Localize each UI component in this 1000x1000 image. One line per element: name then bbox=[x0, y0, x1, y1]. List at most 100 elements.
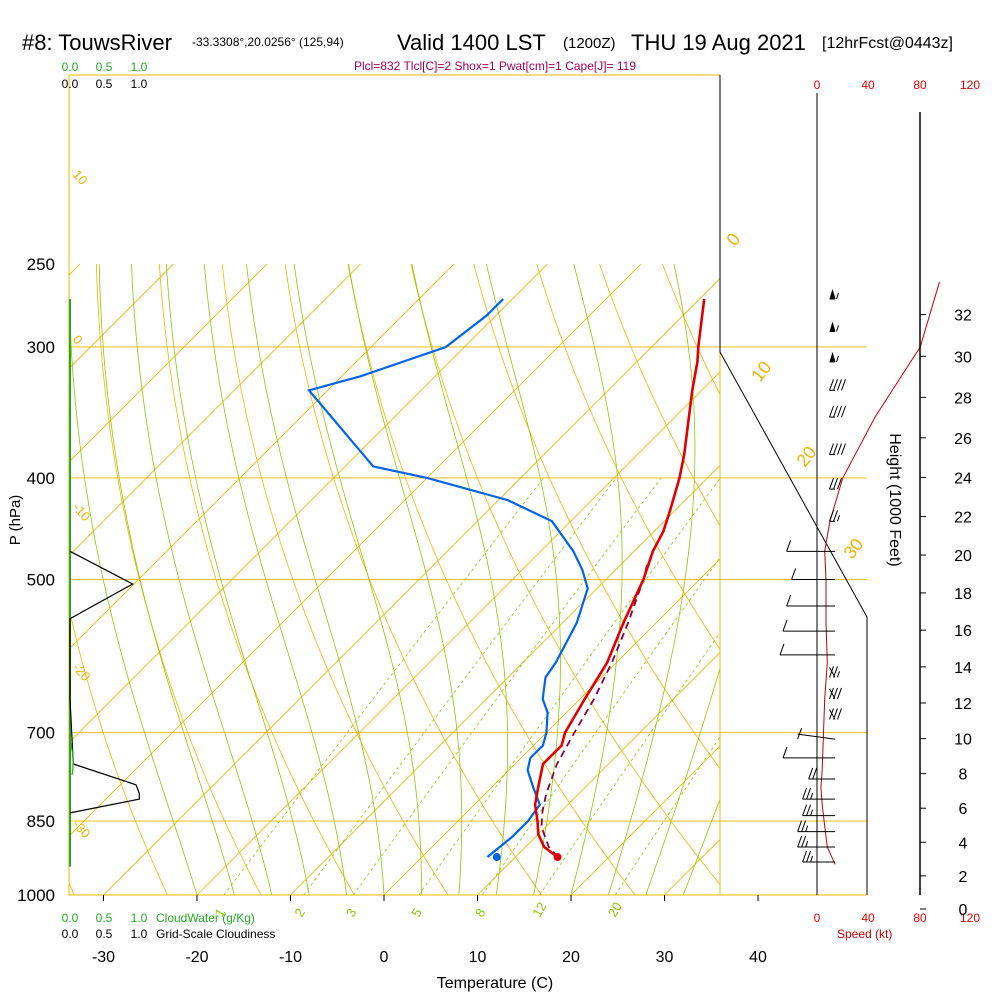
dry-adiabat-line bbox=[221, 263, 449, 895]
dry-adiabat-line bbox=[473, 263, 720, 770]
wind-barb bbox=[829, 379, 846, 391]
x-tick-label: 40 bbox=[749, 949, 767, 966]
pressure-tick-label: 700 bbox=[27, 724, 55, 743]
mixing-ratio-label: 3 bbox=[343, 906, 360, 920]
wind-barb bbox=[829, 666, 840, 678]
isotherm-line bbox=[570, 745, 720, 895]
cloudiness-tick-bottom: 0.5 bbox=[96, 927, 113, 941]
wind-barb bbox=[829, 510, 840, 522]
height-tick-label: 0 bbox=[959, 902, 968, 919]
dry-adiabat-line bbox=[69, 606, 168, 895]
barb-full bbox=[786, 540, 792, 552]
speed-tick-top: 80 bbox=[913, 78, 927, 92]
cloudwater-tick-bottom: 0.0 bbox=[62, 911, 79, 925]
dry-adiabat-line bbox=[96, 263, 262, 895]
barb-full bbox=[801, 835, 807, 848]
x-tick-label: 20 bbox=[562, 949, 580, 966]
surface-dewpoint-dot bbox=[492, 853, 501, 862]
wind-barb bbox=[797, 835, 835, 848]
dry-adiabat-line bbox=[347, 263, 636, 895]
wind-barb bbox=[797, 820, 835, 833]
wind-barb bbox=[786, 594, 835, 607]
barb-full bbox=[801, 820, 807, 832]
dry-adiabat-line bbox=[977, 264, 1000, 895]
mixing-ratio-line bbox=[418, 477, 720, 895]
pressure-tick-label: 1000 bbox=[17, 886, 55, 905]
moist-adiabat-line bbox=[165, 263, 310, 895]
mixing-ratio-line bbox=[539, 632, 720, 895]
height-tick-label: 8 bbox=[959, 767, 968, 784]
barb-pennant bbox=[829, 351, 836, 362]
wind-barb bbox=[829, 708, 842, 720]
barb-full bbox=[791, 568, 797, 580]
wind-barb bbox=[786, 540, 835, 552]
barb-full bbox=[812, 767, 818, 780]
wind-barb bbox=[782, 746, 835, 759]
speed-tick-bottom: 80 bbox=[913, 911, 927, 925]
x-tick-label: -10 bbox=[279, 949, 302, 966]
wind-barb bbox=[802, 850, 835, 863]
barb-full bbox=[841, 379, 846, 391]
dry-adiabat-line bbox=[284, 263, 542, 895]
barb-full bbox=[808, 767, 814, 780]
speed-tick-bottom: 0 bbox=[814, 911, 821, 925]
barb-full bbox=[837, 687, 842, 700]
height-tick-label: 6 bbox=[959, 801, 968, 818]
height-tick-label: 20 bbox=[954, 548, 972, 565]
cloudiness-tick-top: 0.5 bbox=[96, 77, 113, 91]
zulu-time: (1200Z) bbox=[563, 35, 616, 52]
barb-full bbox=[779, 643, 785, 655]
speed-axis-title: Speed (kt) bbox=[837, 927, 892, 941]
barb-full bbox=[841, 443, 846, 455]
cloudwater-blip bbox=[69, 739, 74, 776]
station-title: #8: TouwsRiver bbox=[22, 30, 172, 55]
surface-temperature-dot bbox=[553, 853, 562, 862]
moist-adiabat-line bbox=[98, 263, 235, 895]
barb-staff bbox=[797, 733, 836, 740]
wind-barb bbox=[802, 787, 835, 800]
barb-full bbox=[786, 594, 792, 607]
wind-barb bbox=[829, 405, 846, 418]
height-tick-label: 16 bbox=[954, 623, 972, 640]
barb-full bbox=[829, 477, 834, 490]
mixing-ratio-line bbox=[481, 557, 720, 895]
barb-full bbox=[833, 379, 838, 391]
moist-adiabat-line bbox=[608, 263, 696, 895]
barb-full bbox=[841, 405, 846, 418]
barb-pennant bbox=[829, 321, 836, 332]
barb-full bbox=[829, 687, 834, 700]
barb-full bbox=[837, 477, 842, 490]
isotherm-label: 0 bbox=[70, 332, 86, 347]
barb-full bbox=[806, 787, 812, 800]
barb-full bbox=[833, 666, 838, 678]
barb-half bbox=[810, 855, 814, 863]
barb-half bbox=[805, 825, 809, 832]
speed-tick-bottom: 120 bbox=[960, 911, 980, 925]
wind-barb bbox=[797, 727, 836, 740]
x-tick-label: -30 bbox=[92, 949, 115, 966]
speed-tick-top: 120 bbox=[960, 78, 980, 92]
x-axis-title: Temperature (C) bbox=[437, 975, 553, 992]
speed-tick-top: 0 bbox=[814, 78, 821, 92]
height-tick-label: 30 bbox=[954, 349, 972, 366]
barb-full bbox=[833, 708, 838, 720]
wind-barb bbox=[782, 619, 835, 632]
height-tick-label: 14 bbox=[954, 660, 972, 677]
wind-barb bbox=[829, 351, 839, 363]
barb-half bbox=[836, 355, 839, 363]
wind-barb bbox=[829, 687, 842, 700]
barb-full bbox=[837, 708, 842, 720]
cloudiness-tick-bottom: 0.0 bbox=[62, 927, 79, 941]
height-tick-label: 18 bbox=[954, 586, 972, 603]
barb-full bbox=[833, 687, 838, 700]
barb-full bbox=[782, 746, 788, 759]
dry-adiabat-grid bbox=[69, 263, 1000, 895]
wind-barb bbox=[791, 568, 835, 580]
barb-full bbox=[837, 379, 842, 391]
speed-tick-top: 40 bbox=[861, 78, 875, 92]
mixing-ratio-label: 8 bbox=[472, 906, 489, 920]
height-tick-label: 24 bbox=[954, 471, 972, 488]
mixing-ratio-label: 2 bbox=[291, 906, 308, 920]
